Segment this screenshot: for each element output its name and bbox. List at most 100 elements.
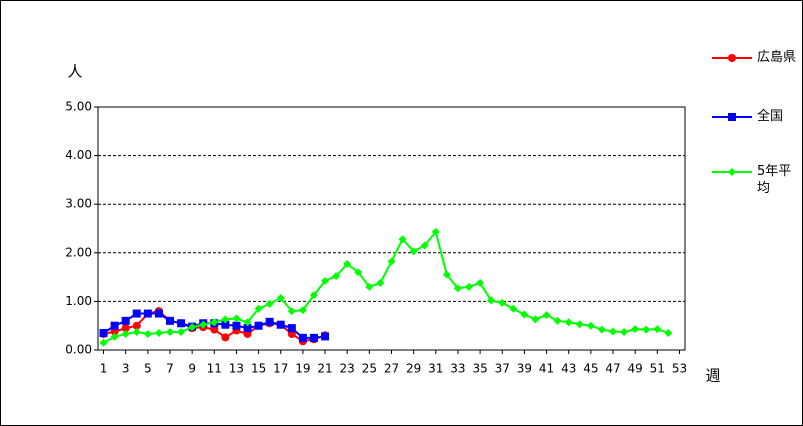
- data-point: [542, 311, 551, 320]
- data-point: [221, 333, 230, 342]
- data-point: [99, 328, 108, 337]
- data-point: [520, 310, 529, 319]
- data-point: [332, 272, 341, 281]
- x-tick-label: 1: [100, 362, 108, 376]
- data-point: [188, 323, 197, 332]
- legend-marker: [728, 54, 736, 62]
- x-tick-label: 9: [188, 362, 196, 376]
- x-axis-label: 週: [705, 367, 720, 385]
- data-point: [121, 324, 130, 333]
- x-tick-label: 15: [251, 362, 266, 376]
- data-point: [431, 227, 440, 236]
- data-point: [465, 282, 474, 291]
- data-point: [276, 320, 285, 329]
- data-point: [143, 329, 152, 338]
- data-point: [642, 325, 651, 334]
- data-point: [586, 321, 595, 330]
- data-point: [387, 257, 396, 266]
- data-point: [121, 316, 130, 325]
- x-tick-label: 25: [362, 362, 377, 376]
- data-point: [254, 304, 263, 313]
- data-point: [221, 320, 230, 329]
- data-point: [575, 320, 584, 329]
- data-point: [365, 282, 374, 291]
- x-tick-label: 37: [495, 362, 510, 376]
- legend-marker: [728, 168, 736, 176]
- series-line: [103, 229, 669, 344]
- x-tick-label: 27: [384, 362, 399, 376]
- data-point: [165, 328, 174, 337]
- data-point: [177, 319, 186, 328]
- y-tick-label: 2.00: [65, 245, 92, 259]
- data-point: [232, 314, 241, 323]
- y-tick-label: 5.00: [65, 100, 92, 114]
- data-point: [287, 324, 296, 333]
- data-point: [597, 325, 606, 334]
- data-point: [199, 320, 208, 329]
- y-tick-label: 0.00: [65, 343, 92, 357]
- data-point: [210, 318, 219, 327]
- data-point: [265, 317, 274, 326]
- x-tick-label: 11: [207, 362, 222, 376]
- data-point: [354, 268, 363, 277]
- data-point: [309, 291, 318, 300]
- data-point: [509, 304, 518, 313]
- data-point: [165, 316, 174, 325]
- data-point: [420, 241, 429, 250]
- data-point: [254, 321, 263, 330]
- data-point: [487, 296, 496, 305]
- x-tick-label: 21: [317, 362, 332, 376]
- data-point: [210, 325, 219, 334]
- x-tick-label: 41: [539, 362, 554, 376]
- data-point: [664, 328, 673, 337]
- x-tick-label: 19: [295, 362, 310, 376]
- data-point: [321, 276, 330, 285]
- data-point: [564, 318, 573, 327]
- x-tick-label: 23: [340, 362, 355, 376]
- plot-area: [97, 106, 686, 351]
- data-point: [243, 318, 252, 327]
- legend-label: 全国: [757, 109, 784, 124]
- data-point: [132, 309, 141, 318]
- data-point: [132, 328, 141, 337]
- x-tick-label: 5: [144, 362, 152, 376]
- data-point: [321, 332, 330, 341]
- x-tick-label: 33: [450, 362, 465, 376]
- data-point: [110, 332, 119, 341]
- data-point: [287, 307, 296, 316]
- data-point: [631, 325, 640, 334]
- data-point: [99, 338, 108, 347]
- x-tick-label: 47: [605, 362, 620, 376]
- x-tick-label: 7: [166, 362, 174, 376]
- data-point: [476, 278, 485, 287]
- x-tick-label: 51: [650, 362, 665, 376]
- data-point: [121, 329, 130, 338]
- x-tick-label: 13: [229, 362, 244, 376]
- data-point: [409, 247, 418, 256]
- x-tick-label: 35: [472, 362, 487, 376]
- data-point: [309, 333, 318, 342]
- data-point: [453, 284, 462, 293]
- y-tick-label: 1.00: [65, 294, 92, 308]
- x-tick-label: 45: [583, 362, 598, 376]
- data-point: [442, 270, 451, 279]
- data-point: [653, 325, 662, 334]
- data-point: [553, 316, 562, 325]
- x-tick-label: 29: [406, 362, 421, 376]
- data-point: [298, 306, 307, 315]
- x-tick-label: 39: [517, 362, 532, 376]
- x-tick-label: 3: [122, 362, 130, 376]
- data-point: [110, 321, 119, 330]
- data-point: [531, 315, 540, 324]
- data-point: [276, 293, 285, 302]
- x-tick-label: 31: [428, 362, 443, 376]
- data-point: [376, 278, 385, 287]
- y-tick-label: 3.00: [65, 197, 92, 211]
- x-tick-label: 53: [672, 362, 687, 376]
- data-point: [154, 328, 163, 337]
- data-point: [132, 321, 141, 330]
- x-tick-label: 17: [273, 362, 288, 376]
- legend-label: 5年平均: [757, 164, 792, 196]
